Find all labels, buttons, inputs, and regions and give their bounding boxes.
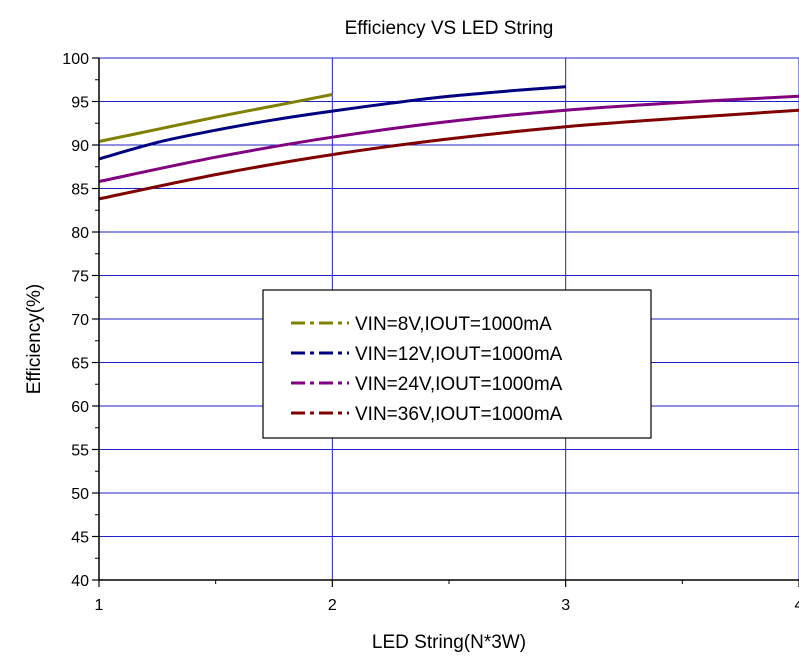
y-tick-label: 75 xyxy=(71,269,89,286)
y-tick-label: 45 xyxy=(71,530,89,547)
chart-title: Efficiency VS LED String xyxy=(345,18,554,39)
y-tick-label: 85 xyxy=(71,182,89,199)
x-tick-label: 1 xyxy=(95,597,104,614)
series-lines xyxy=(98,85,799,201)
y-tick-label: 60 xyxy=(71,399,89,416)
y-axis-label: Efficiency(%) xyxy=(24,284,45,395)
x-tick-label: 2 xyxy=(328,597,337,614)
series-line-2 xyxy=(98,85,566,161)
legend: VIN=8V,IOUT=1000mA VIN=12V,IOUT=1000mA VIN… xyxy=(262,289,652,439)
series-line-1 xyxy=(98,93,333,143)
legend-label-2: VIN=12V,IOUT=1000mA xyxy=(355,344,563,365)
y-tick-label: 100 xyxy=(62,51,89,68)
axes: 40 45 50 55 60 65 70 75 80 85 90 95 100 1 2 3 4 xyxy=(62,51,799,614)
y-tick-label: 90 xyxy=(71,138,89,155)
legend-label-3: VIN=24V,IOUT=1000mA xyxy=(355,374,563,395)
y-tick-label: 55 xyxy=(71,443,89,460)
x-tick-label: 3 xyxy=(561,597,570,614)
y-tick-label: 70 xyxy=(71,312,89,329)
series-line-3 xyxy=(98,94,799,183)
y-tick-label: 95 xyxy=(71,95,89,112)
y-tick-label: 65 xyxy=(71,356,89,373)
y-tick-label: 40 xyxy=(71,573,89,590)
legend-label-1: VIN=8V,IOUT=1000mA xyxy=(355,314,552,335)
series-line-4 xyxy=(98,108,799,201)
x-axis-label: LED String(N*3W) xyxy=(372,632,526,653)
y-tick-label: 80 xyxy=(71,225,89,242)
y-tick-label: 50 xyxy=(71,486,89,503)
x-tick-label: 4 xyxy=(795,597,799,614)
legend-label-4: VIN=36V,IOUT=1000mA xyxy=(355,404,563,425)
